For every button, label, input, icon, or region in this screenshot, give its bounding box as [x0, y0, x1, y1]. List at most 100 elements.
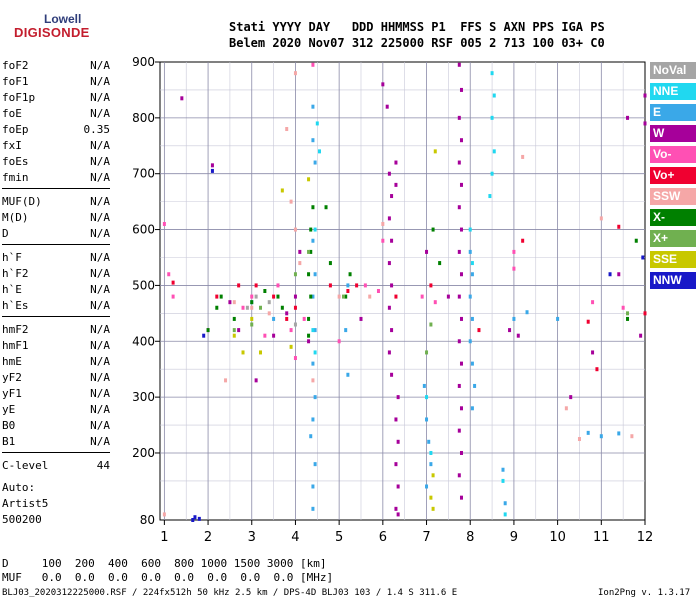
echo-point-w: [457, 473, 461, 478]
y-tick-label: 800: [132, 111, 155, 125]
echo-point-nnw: [641, 255, 645, 260]
echo-point-vo-: [512, 249, 516, 254]
param-row: M(D) N/A: [2, 211, 110, 225]
echo-point-e: [468, 249, 472, 254]
echo-point-e: [599, 434, 603, 439]
echo-point-nnw: [193, 515, 197, 520]
y-tick-label: 300: [132, 390, 155, 404]
echo-point-nne: [503, 512, 507, 517]
echo-point-nne: [490, 115, 494, 120]
echo-point-e: [313, 395, 317, 400]
echo-point-nne: [492, 149, 496, 154]
echo-point-e: [346, 372, 350, 377]
echo-point-e: [468, 294, 472, 299]
echo-point-vo-: [394, 294, 398, 299]
param-name: h`F2: [2, 267, 29, 280]
echo-point-w: [569, 395, 573, 400]
echo-point-e: [272, 316, 276, 321]
echo-point-e: [313, 328, 317, 333]
echo-point-w: [237, 328, 241, 333]
echo-point-noval: [254, 294, 258, 299]
param-value: N/A: [90, 267, 110, 280]
param-name: B0: [2, 419, 16, 432]
echo-point-vo-: [420, 294, 424, 299]
echo-point-w: [396, 484, 400, 489]
param-value: N/A: [90, 387, 110, 400]
echo-point-e: [313, 462, 317, 467]
echo-point-w: [508, 328, 512, 333]
footer-distance-row: D 100 200 400 600 800 1000 1500 3000 [km…: [2, 557, 327, 570]
echo-point-nne: [488, 194, 492, 199]
x-tick-label: 2: [204, 530, 212, 545]
logo-digisonde-text: DIGISONDE: [14, 25, 90, 40]
param-row: h`Es N/A: [2, 299, 110, 313]
param-name: hmE: [2, 355, 22, 368]
echo-point-nne: [501, 478, 505, 483]
param-row: h`E N/A: [2, 283, 110, 297]
echo-point-vo-: [429, 283, 433, 288]
echo-point-ssw: [630, 434, 634, 439]
param-name: foEs: [2, 155, 29, 168]
param-name: foF1p: [2, 91, 36, 104]
echo-point-ssw: [599, 216, 603, 221]
echo-point-vo-: [276, 283, 280, 288]
x-tick-label: 1: [160, 530, 168, 545]
legend-item-e: E: [650, 104, 696, 121]
echo-point-w: [385, 104, 389, 109]
legend-item-sse: SSE: [650, 251, 696, 268]
param-value: N/A: [90, 139, 110, 152]
param-row: yE N/A: [2, 403, 110, 417]
echo-point-w: [446, 294, 450, 299]
param-value: N/A: [90, 251, 110, 264]
echo-point-nne: [313, 350, 317, 355]
echo-point-e: [311, 506, 315, 511]
param-row: D N/A: [2, 227, 110, 241]
param-name: B1: [2, 435, 16, 448]
echo-point-nne: [311, 328, 315, 333]
echo-point-w: [394, 506, 398, 511]
param-separator: [2, 452, 110, 453]
y-tick-label: 700: [132, 167, 155, 181]
echo-point-e: [309, 434, 313, 439]
echo-point-w: [396, 512, 400, 517]
echo-point-vo-: [171, 294, 175, 299]
echo-point-vo-: [302, 316, 306, 321]
x-tick-label: 7: [422, 530, 430, 545]
param-name: hmF2: [2, 323, 29, 336]
echo-point-w: [381, 82, 385, 87]
param-name: hmF1: [2, 339, 29, 352]
echo-point-w: [387, 305, 391, 310]
echo-point-x-: [626, 316, 630, 321]
param-name: yF2: [2, 371, 22, 384]
echo-point-x-: [311, 205, 315, 210]
plot-frame: [159, 61, 646, 521]
echo-point-nne: [492, 93, 496, 98]
echo-point-vo-: [337, 339, 341, 344]
echo-point-vo-: [250, 294, 254, 299]
echo-point-w: [390, 238, 394, 243]
echo-point-w: [228, 300, 232, 305]
param-value: N/A: [90, 371, 110, 384]
echo-point-w: [396, 439, 400, 444]
param-value: N/A: [90, 435, 110, 448]
echo-point-vo-: [591, 300, 595, 305]
echo-point-nnw: [608, 272, 612, 277]
echo-point-ssw: [521, 154, 525, 159]
echo-point-nnw: [202, 333, 206, 338]
legend-item-nnw: NNW: [650, 272, 696, 289]
echo-point-vo-: [237, 283, 241, 288]
echo-point-x-: [309, 249, 313, 254]
echo-point-w: [387, 350, 391, 355]
x-tick-label: 3: [248, 530, 256, 545]
echo-point-e: [425, 484, 429, 489]
param-row: foF2 N/A: [2, 59, 110, 73]
echo-point-vo-: [254, 283, 258, 288]
echo-point-w: [394, 160, 398, 165]
echo-point-sse: [250, 316, 254, 321]
echo-point-ssw: [224, 378, 228, 383]
param-row: foF1 N/A: [2, 75, 110, 89]
echo-point-sse: [258, 350, 262, 355]
header-labels: Stati YYYY DAY DDD HHMMSS P1 FFS S AXN P…: [229, 20, 605, 34]
echo-point-w: [459, 361, 463, 366]
echo-point-vo-: [363, 283, 367, 288]
